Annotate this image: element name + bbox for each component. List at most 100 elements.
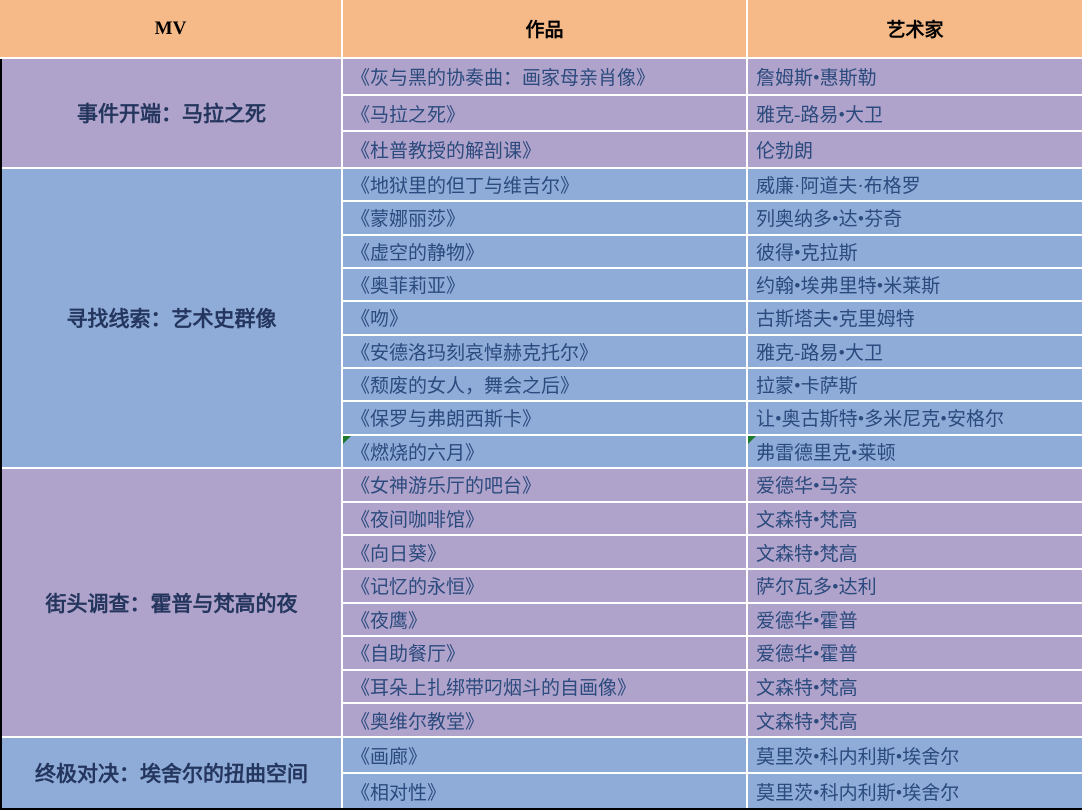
work-title: 《画廊》 <box>351 746 428 768</box>
work-cell[interactable]: 《燃烧的六月》 <box>343 435 746 467</box>
work-cell[interactable]: 《保罗与弗朗西斯卡》 <box>343 402 746 434</box>
work-cell[interactable]: 《夜间咖啡馆》 <box>343 502 746 535</box>
row-group: 寻找线索：艺术史群像 《地狱里的但丁与维吉尔》 威廉·阿道夫·布格罗 《蒙娜丽莎… <box>2 169 1082 467</box>
table-row: 《虚空的静物》 彼得•克拉斯 <box>343 235 1082 267</box>
work-cell[interactable]: 《灰与黑的协奏曲：画家母亲肖像》 <box>343 59 746 94</box>
artist-name: 约翰•埃弗里特•米莱斯 <box>756 276 941 298</box>
artist-cell[interactable]: 文森特•梵高 <box>748 536 1082 568</box>
work-title: 《杜普教授的解剖课》 <box>351 141 542 163</box>
artist-name: 爱德华•马奈 <box>756 476 858 498</box>
table-row: 《颓废的女人，舞会之后》 拉蒙•卡萨斯 <box>343 368 1082 401</box>
group-label-cell[interactable]: 终极对决：埃舍尔的扭曲空间 <box>2 738 341 808</box>
work-title: 《安德洛玛刻哀悼赫克托尔》 <box>351 342 599 364</box>
artist-name: 文森特•梵高 <box>756 509 858 531</box>
artist-cell[interactable]: 爱德华•霍普 <box>748 603 1082 636</box>
artist-cell[interactable]: 古斯塔夫•克里姆特 <box>748 302 1082 334</box>
work-cell[interactable]: 《向日葵》 <box>343 536 746 568</box>
work-cell[interactable]: 《颓废的女人，舞会之后》 <box>343 368 746 401</box>
work-cell[interactable]: 《画廊》 <box>343 738 746 772</box>
table-row: 《耳朵上扎绑带叼烟斗的自画像》 文森特•梵高 <box>343 670 1082 703</box>
artist-cell[interactable]: 威廉·阿道夫·布格罗 <box>748 169 1082 201</box>
work-cell[interactable]: 《自助餐厅》 <box>343 637 746 669</box>
artist-cell[interactable]: 爱德华•霍普 <box>748 637 1082 669</box>
table-row: 《灰与黑的协奏曲：画家母亲肖像》 詹姆斯•惠斯勒 <box>343 59 1082 94</box>
group-label-cell[interactable]: 寻找线索：艺术史群像 <box>2 169 341 467</box>
table-header: MV 作品 艺术家 <box>0 0 1082 57</box>
work-cell[interactable]: 《杜普教授的解剖课》 <box>343 132 746 168</box>
artist-cell[interactable]: 文森特•梵高 <box>748 704 1082 736</box>
work-title: 《蒙娜丽莎》 <box>351 209 466 231</box>
work-cell[interactable]: 《相对性》 <box>343 774 746 808</box>
artist-name: 文森特•梵高 <box>756 543 858 565</box>
artist-cell[interactable]: 列奥纳多•达•芬奇 <box>748 202 1082 234</box>
artist-name: 莫里茨•科内利斯•埃舍尔 <box>756 746 960 768</box>
artist-cell[interactable]: 萨尔瓦多•达利 <box>748 569 1082 602</box>
work-title: 《地狱里的但丁与维吉尔》 <box>351 176 580 198</box>
header-cell-work[interactable]: 作品 <box>343 0 746 57</box>
artist-cell[interactable]: 莫里茨•科内利斯•埃舍尔 <box>748 774 1082 808</box>
work-title: 《奥维尔教堂》 <box>351 711 485 733</box>
work-cell[interactable]: 《记忆的永恒》 <box>343 569 746 602</box>
artist-cell[interactable]: 让•奥古斯特•多米尼克•安格尔 <box>748 402 1082 434</box>
work-title: 《记忆的永恒》 <box>351 577 485 599</box>
work-title: 《灰与黑的协奏曲：画家母亲肖像》 <box>351 67 656 89</box>
table-row: 《记忆的永恒》 萨尔瓦多•达利 <box>343 569 1082 602</box>
error-flag-icon <box>343 435 351 444</box>
work-cell[interactable]: 《夜鹰》 <box>343 603 746 636</box>
artist-cell[interactable]: 雅克-路易•大卫 <box>748 95 1082 131</box>
work-cell[interactable]: 《奥菲莉亚》 <box>343 268 746 301</box>
artist-cell[interactable]: 詹姆斯•惠斯勒 <box>748 59 1082 94</box>
work-title: 《夜鹰》 <box>351 610 428 632</box>
artist-cell[interactable]: 弗雷德里克•莱顿 <box>748 435 1082 467</box>
work-cell[interactable]: 《马拉之死》 <box>343 95 746 131</box>
artist-cell[interactable]: 文森特•梵高 <box>748 502 1082 535</box>
artist-cell[interactable]: 雅克-路易•大卫 <box>748 335 1082 367</box>
work-cell[interactable]: 《地狱里的但丁与维吉尔》 <box>343 169 746 201</box>
table-row: 《保罗与弗朗西斯卡》 让•奥古斯特•多米尼克•安格尔 <box>343 402 1082 434</box>
artist-cell[interactable]: 伦勃朗 <box>748 132 1082 168</box>
artist-name: 让•奥古斯特•多米尼克•安格尔 <box>756 409 1004 431</box>
artist-cell[interactable]: 爱德华•马奈 <box>748 469 1082 501</box>
header-cell-artist[interactable]: 艺术家 <box>748 0 1082 57</box>
work-title: 《颓废的女人，舞会之后》 <box>351 376 580 398</box>
work-cell[interactable]: 《虚空的静物》 <box>343 235 746 267</box>
work-cell[interactable]: 《女神游乐厅的吧台》 <box>343 469 746 501</box>
header-cell-mv[interactable]: MV <box>0 0 341 57</box>
table-row: 《奥维尔教堂》 文森特•梵高 <box>343 704 1082 736</box>
artist-name: 拉蒙•卡萨斯 <box>756 376 858 398</box>
work-cell[interactable]: 《吻》 <box>343 302 746 334</box>
group-rows: 《灰与黑的协奏曲：画家母亲肖像》 詹姆斯•惠斯勒 《马拉之死》 雅克-路易•大卫… <box>343 59 1082 168</box>
table-body: 事件开端：马拉之死 《灰与黑的协奏曲：画家母亲肖像》 詹姆斯•惠斯勒 《马拉之死… <box>0 59 1082 810</box>
artist-cell[interactable]: 文森特•梵高 <box>748 670 1082 703</box>
work-cell[interactable]: 《蒙娜丽莎》 <box>343 202 746 234</box>
group-label-cell[interactable]: 事件开端：马拉之死 <box>2 59 341 167</box>
table-row: 《奥菲莉亚》 约翰•埃弗里特•米莱斯 <box>343 268 1082 301</box>
artist-cell[interactable]: 拉蒙•卡萨斯 <box>748 368 1082 401</box>
work-title: 《相对性》 <box>351 782 447 804</box>
work-cell[interactable]: 《安德洛玛刻哀悼赫克托尔》 <box>343 335 746 367</box>
artist-cell[interactable]: 约翰•埃弗里特•米莱斯 <box>748 268 1082 301</box>
work-title: 《向日葵》 <box>351 543 447 565</box>
work-cell[interactable]: 《耳朵上扎绑带叼烟斗的自画像》 <box>343 670 746 703</box>
table-row: 《杜普教授的解剖课》 伦勃朗 <box>343 132 1082 168</box>
artist-name: 文森特•梵高 <box>756 711 858 733</box>
table-row: 《地狱里的但丁与维吉尔》 威廉·阿道夫·布格罗 <box>343 169 1082 201</box>
work-title: 《自助餐厅》 <box>351 644 466 666</box>
work-title: 《奥菲莉亚》 <box>351 276 466 298</box>
table-row: 《夜鹰》 爱德华•霍普 <box>343 603 1082 636</box>
artist-cell[interactable]: 莫里茨•科内利斯•埃舍尔 <box>748 738 1082 772</box>
work-title: 《耳朵上扎绑带叼烟斗的自画像》 <box>351 678 637 700</box>
work-cell[interactable]: 《奥维尔教堂》 <box>343 704 746 736</box>
work-title: 《保罗与弗朗西斯卡》 <box>351 409 542 431</box>
artist-cell[interactable]: 彼得•克拉斯 <box>748 235 1082 267</box>
work-title: 《吻》 <box>351 309 409 331</box>
row-group: 街头调查：霍普与梵高的夜 《女神游乐厅的吧台》 爱德华•马奈 《夜间咖啡馆》 文… <box>2 469 1082 736</box>
group-label-cell[interactable]: 街头调查：霍普与梵高的夜 <box>2 469 341 736</box>
work-title: 《马拉之死》 <box>351 104 466 126</box>
artist-name: 莫里茨•科内利斯•埃舍尔 <box>756 782 960 804</box>
work-title: 《燃烧的六月》 <box>351 442 485 464</box>
artist-name: 雅克-路易•大卫 <box>756 104 883 126</box>
table-row: 《相对性》 莫里茨•科内利斯•埃舍尔 <box>343 774 1082 808</box>
group-rows: 《地狱里的但丁与维吉尔》 威廉·阿道夫·布格罗 《蒙娜丽莎》 列奥纳多•达•芬奇… <box>343 169 1082 467</box>
table-row: 《安德洛玛刻哀悼赫克托尔》 雅克-路易•大卫 <box>343 335 1082 367</box>
